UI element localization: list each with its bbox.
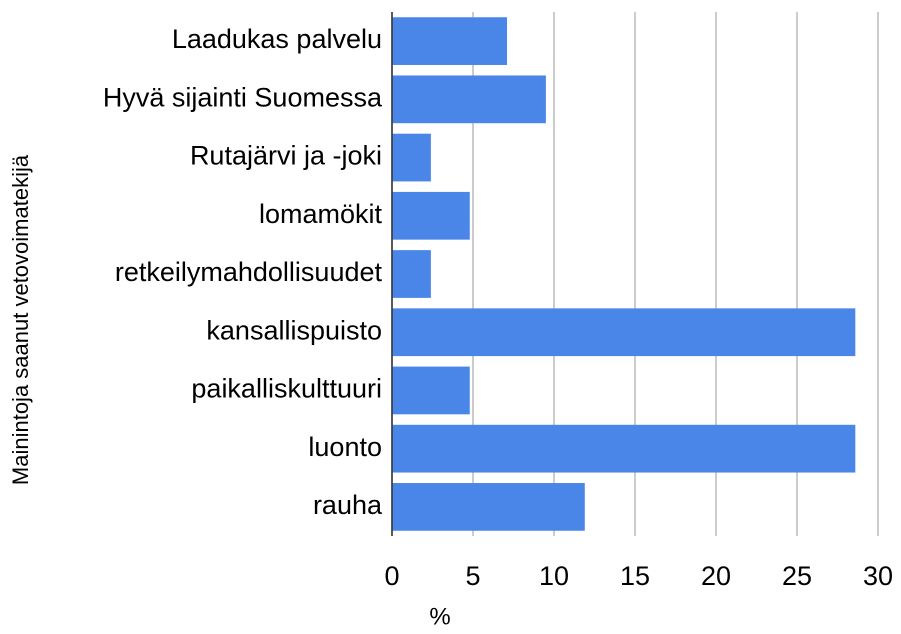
x-tick-label: 30 [863, 561, 893, 591]
y-tick-label: luonto [308, 432, 382, 462]
bar [392, 250, 431, 298]
bar [392, 366, 470, 415]
x-tick-label: 10 [539, 561, 569, 591]
bar [392, 133, 431, 182]
x-tick-label: 20 [701, 561, 731, 591]
y-tick-label: Rutajärvi ja -joki [190, 141, 382, 171]
bar [392, 17, 508, 65]
y-tick-label: Hyvä sijainti Suomessa [103, 82, 383, 112]
bar [392, 483, 585, 531]
y-tick-label: lomamökit [259, 199, 383, 229]
y-tick-label: retkeilymahdollisuudet [115, 257, 383, 287]
x-tick-label: 5 [465, 561, 480, 591]
y-tick-label: Laadukas palvelu [172, 24, 382, 54]
bar [392, 75, 546, 124]
x-axis-label: % [429, 603, 450, 630]
bar [392, 424, 856, 473]
bar [392, 191, 470, 240]
y-tick-label: paikalliskulttuuri [191, 374, 382, 404]
x-tick-label: 15 [620, 561, 650, 591]
y-tick-label: rauha [313, 490, 383, 520]
bar [392, 308, 856, 357]
y-axis-label: Mainintoja saanut vetovoimatekijä [8, 154, 33, 485]
x-tick-label: 0 [384, 561, 399, 591]
x-tick-label: 25 [782, 561, 812, 591]
y-tick-label: kansallispuisto [206, 315, 382, 345]
